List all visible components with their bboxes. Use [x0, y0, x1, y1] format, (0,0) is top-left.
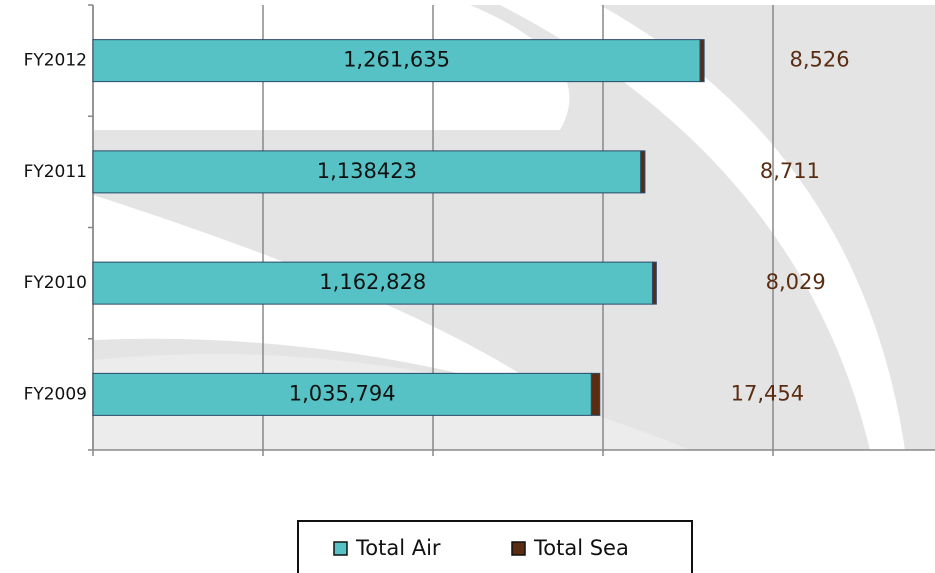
chart: FY2012 1,261,635 8,526 FY2011 1,138423 8,711 F… [0, 0, 935, 573]
bar-segment [641, 151, 645, 193]
value-label: 1,261,635 [343, 48, 450, 72]
y-tick-label: FY2011 [24, 162, 87, 182]
value-label: 8,029 [766, 270, 826, 294]
value-label: 17,454 [731, 381, 804, 405]
value-label: 8,711 [760, 159, 820, 183]
y-tick-label: FY2010 [24, 273, 87, 293]
legend-label: Total Air [355, 536, 441, 560]
value-label: 8,526 [790, 48, 850, 72]
value-label: 1,138423 [317, 159, 417, 183]
y-tick-label: FY2009 [24, 384, 87, 404]
value-label: 1,035,794 [289, 381, 396, 405]
bar-segment [700, 40, 704, 82]
bar-segment [652, 262, 656, 304]
y-tick-label: FY2012 [24, 51, 87, 71]
value-label: 1,162,828 [319, 270, 426, 294]
legend-swatch [334, 542, 347, 555]
bar-segment [591, 373, 599, 415]
legend-label: Total Sea [533, 536, 629, 560]
legend-swatch [512, 542, 525, 555]
page: {"chart_data": {"type": "bar", "orientat… [0, 0, 935, 573]
